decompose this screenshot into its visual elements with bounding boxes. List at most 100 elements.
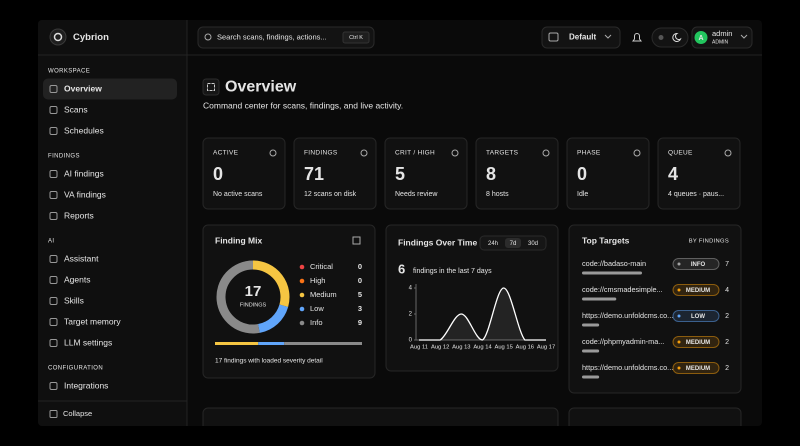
stat-card <box>475 137 559 210</box>
workspace-select[interactable] <box>541 26 621 49</box>
bell-icon[interactable] <box>632 33 642 42</box>
severity-badge <box>672 336 720 348</box>
target-bar <box>582 375 600 379</box>
donut-segment <box>257 304 289 333</box>
range-option[interactable]: 24h <box>488 241 498 247</box>
nav-item[interactable]: Skills <box>64 295 84 305</box>
nav-icon <box>49 339 58 347</box>
stat-label: ACTIVE <box>213 150 239 157</box>
donut-total-label: FINDINGS <box>240 302 267 308</box>
mix-bar-segment <box>258 342 285 345</box>
x-tick-label: Aug 11 <box>410 345 428 351</box>
range-option[interactable]: 7d <box>510 241 517 247</box>
nav-active-bg <box>43 78 177 100</box>
card-title: Top Targets <box>582 235 630 245</box>
card-title: Finding Mix <box>215 235 262 245</box>
collapse-button[interactable]: Collapse <box>63 409 92 418</box>
nav-item[interactable]: Reports <box>64 210 94 220</box>
workspace-name: Default <box>569 33 596 42</box>
stat-card <box>293 137 377 210</box>
severity-badge <box>672 310 720 322</box>
nav-item[interactable]: Overview <box>64 83 102 93</box>
range-option[interactable]: 30d <box>528 241 538 247</box>
chevron <box>604 34 612 39</box>
brand-logo-mark <box>53 32 63 42</box>
sidebar-section-title: CONFIGURATION <box>48 366 103 372</box>
nav-item[interactable]: Schedules <box>64 125 104 135</box>
nav-item[interactable]: LLM settings <box>64 337 112 347</box>
sun-icon <box>658 35 664 40</box>
severity-label: MEDIUM <box>686 366 710 372</box>
x-tick-label: Aug 17 <box>537 345 555 351</box>
target-count: 2 <box>725 365 729 372</box>
target-bar <box>582 323 600 327</box>
target-count: 2 <box>725 313 729 320</box>
folder-icon <box>548 32 559 42</box>
shortcut-key <box>342 31 370 44</box>
stat-icon <box>542 149 550 157</box>
findings-over-time-card <box>385 224 559 372</box>
range-selected <box>505 238 521 248</box>
x-tick-label: Aug 14 <box>473 345 492 351</box>
nav-icon <box>49 318 58 326</box>
target-name: code://phpmyadmin-ma... <box>582 337 664 346</box>
moon-icon <box>672 32 682 42</box>
stat-value: 4 <box>668 164 678 184</box>
target-name: code://badaso-main <box>582 259 646 268</box>
stat-card <box>566 137 650 210</box>
x-tick-label: Aug 16 <box>516 345 534 351</box>
severity-dot <box>677 288 681 292</box>
area <box>419 288 546 340</box>
y-tick-label: 2 <box>409 312 413 318</box>
user-menu[interactable] <box>691 26 753 49</box>
nav-item[interactable]: Target memory <box>64 316 121 326</box>
line <box>419 287 546 341</box>
sidebar-section-title: AI <box>48 239 54 245</box>
target-count: 2 <box>725 339 729 346</box>
stat-note: Idle <box>577 191 588 198</box>
top-targets-card <box>568 224 742 394</box>
severity-dot <box>677 366 681 370</box>
nav-icon <box>49 127 58 135</box>
nav-icon <box>49 170 58 178</box>
target-bar <box>582 271 642 275</box>
chart-total-caption: findings in the last 7 days <box>413 268 492 275</box>
nav-icon <box>49 255 58 263</box>
target-count: 4 <box>725 287 729 294</box>
nav-item[interactable]: Assistant <box>64 253 99 263</box>
target-count: 7 <box>725 261 729 268</box>
x-tick-label: Aug 12 <box>431 345 449 351</box>
nav-item[interactable]: AI findings <box>64 168 104 178</box>
sidebar-section-title: WORKSPACE <box>48 69 90 75</box>
nav-item[interactable]: Scans <box>64 104 88 114</box>
target-bar <box>582 349 600 353</box>
user-name: admin <box>712 29 732 38</box>
stat-label: CRIT / HIGH <box>395 150 435 157</box>
legend-label: High <box>310 276 325 285</box>
stat-label: FINDINGS <box>304 150 338 157</box>
sidebar-section-title: FINDINGS <box>48 154 80 160</box>
stat-note: No active scans <box>213 191 263 198</box>
search-icon <box>204 33 212 41</box>
target-name: https://demo.unfoldcms.co... <box>582 311 673 320</box>
stat-card <box>384 137 468 210</box>
nav-item[interactable]: Agents <box>64 274 90 284</box>
stat-label: PHASE <box>577 150 601 157</box>
card-title: Findings Over Time <box>398 237 477 247</box>
donut-segment <box>252 260 290 307</box>
nav-item[interactable]: Integrations <box>64 380 108 390</box>
theme-toggle[interactable] <box>651 27 689 48</box>
chevron <box>740 34 748 39</box>
stat-value: 8 <box>486 164 496 184</box>
legend-value: 0 <box>358 262 362 271</box>
severity-dot <box>677 314 681 318</box>
nav-item[interactable]: VA findings <box>64 189 106 199</box>
legend-value: 5 <box>358 290 362 299</box>
severity-badge <box>672 362 720 374</box>
nav-icon <box>49 276 58 284</box>
search-box[interactable] <box>197 26 375 49</box>
legend-dot <box>299 264 305 270</box>
collapse-icon <box>49 410 58 418</box>
stat-note: 4 queues · paus... <box>668 191 724 198</box>
